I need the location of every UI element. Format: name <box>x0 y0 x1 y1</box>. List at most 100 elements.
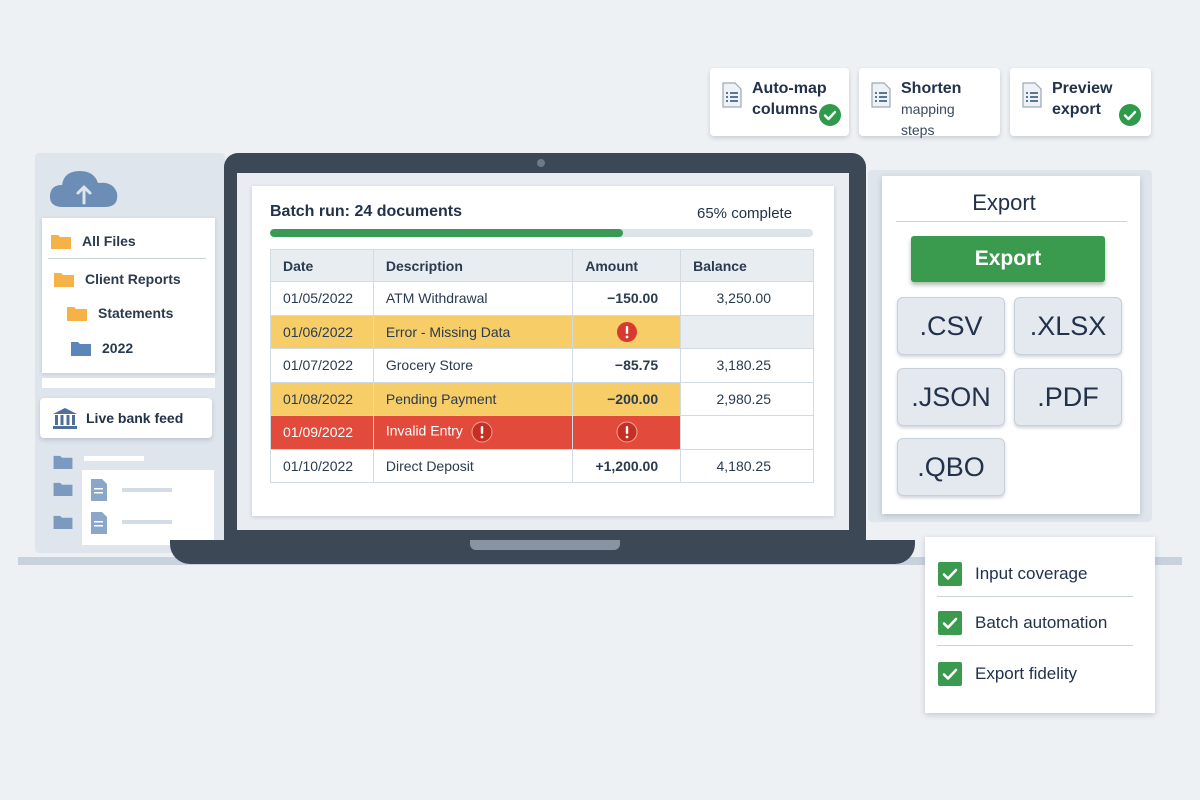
export-title: Export <box>972 190 1036 215</box>
check-circle-icon <box>1119 104 1141 126</box>
folder-statements[interactable]: Statements <box>66 304 173 322</box>
cell-date: 01/05/2022 <box>270 281 374 316</box>
laptop-notch <box>470 540 620 550</box>
document-icon <box>91 512 107 534</box>
feature-card-auto-map[interactable]: Auto-map columns <box>710 68 849 136</box>
checklist-label: Export fidelity <box>975 664 1078 683</box>
column-header-date[interactable]: Date <box>270 249 374 282</box>
alert-icon <box>471 421 493 443</box>
table-row-error[interactable]: 01/09/2022 Invalid Entry <box>270 415 814 450</box>
feature-card-shorten-mapping[interactable]: Shorten mapping steps <box>859 68 1000 138</box>
checklist-panel <box>925 537 1155 713</box>
export-button[interactable]: Export <box>911 236 1105 282</box>
document-icon <box>871 82 891 108</box>
table-row[interactable]: 01/05/2022 ATM Withdrawal −150.00 3,250.… <box>270 281 814 316</box>
feature-line1: Shorten <box>901 80 962 97</box>
cell-description-text: Invalid Entry <box>385 422 463 439</box>
folder-icon <box>67 307 87 321</box>
cell-date: 01/08/2022 <box>270 382 374 416</box>
cell-amount: −85.75 <box>572 348 682 383</box>
document-icon <box>722 82 742 108</box>
checkbox-icon[interactable] <box>938 562 962 586</box>
cell-description: Invalid Entry <box>373 415 574 450</box>
alert-icon <box>616 321 638 343</box>
feature-line2: mapping steps <box>901 101 955 138</box>
table-row-warning[interactable]: 01/06/2022 Error - Missing Data <box>270 315 814 349</box>
table-row[interactable]: 01/10/2022 Direct Deposit +1,200.00 4,18… <box>270 449 814 483</box>
format-pdf-button[interactable]: .PDF <box>1014 368 1122 426</box>
document-icon <box>1022 82 1042 108</box>
checklist-label: Batch automation <box>975 613 1108 632</box>
folder-all-files[interactable]: All Files <box>50 232 136 250</box>
folder-icon <box>71 342 91 356</box>
feature-line1: Preview <box>1052 80 1113 97</box>
column-header-amount[interactable]: Amount <box>572 249 682 282</box>
folder-icon <box>53 482 73 497</box>
cell-date: 01/06/2022 <box>270 315 374 349</box>
laptop-camera <box>537 159 545 167</box>
progress-label: 65% complete <box>697 205 793 222</box>
cell-date: 01/09/2022 <box>270 415 374 450</box>
batch-title: Batch run: 24 documents <box>270 203 463 220</box>
cell-balance: 3,180.25 <box>680 348 814 383</box>
folder-2022[interactable]: 2022 <box>70 339 133 357</box>
column-header-balance[interactable]: Balance <box>680 249 814 282</box>
format-xlsx-button[interactable]: .XLSX <box>1014 297 1122 355</box>
feature-line2: export <box>1052 101 1101 118</box>
cell-amount <box>572 315 682 349</box>
checklist-item-batch-automation[interactable]: Batch automation <box>938 611 1107 635</box>
format-csv-button[interactable]: .CSV <box>897 297 1005 355</box>
cell-amount <box>572 415 682 450</box>
table-row[interactable]: 01/07/2022 Grocery Store −85.75 3,180.25 <box>270 348 814 383</box>
format-json-button[interactable]: .JSON <box>897 368 1005 426</box>
checkbox-icon[interactable] <box>938 662 962 686</box>
progress-fill <box>270 229 623 237</box>
cell-balance: 4,180.25 <box>680 449 814 483</box>
folder-icon <box>53 515 73 530</box>
placeholder-line <box>122 488 172 492</box>
cell-balance <box>680 415 814 450</box>
divider <box>42 378 215 388</box>
placeholder-line <box>84 456 144 461</box>
divider <box>937 596 1133 597</box>
bank-feed-label: Live bank feed <box>86 410 184 426</box>
folder-client-reports[interactable]: Client Reports <box>53 270 181 288</box>
divider <box>896 221 1127 222</box>
cell-balance <box>680 315 814 349</box>
folder-label: 2022 <box>102 340 134 356</box>
cell-description: Pending Payment <box>373 382 574 416</box>
cell-date: 01/10/2022 <box>270 449 374 483</box>
cell-description: Grocery Store <box>373 348 574 383</box>
cell-date: 01/07/2022 <box>270 348 374 383</box>
folder-label: Statements <box>98 305 174 321</box>
cell-balance: 2,980.25 <box>680 382 814 416</box>
folder-icon <box>54 273 74 287</box>
checklist-item-export-fidelity[interactable]: Export fidelity <box>938 662 1077 686</box>
cell-description: ATM Withdrawal <box>373 281 574 316</box>
cell-balance: 3,250.00 <box>680 281 814 316</box>
transactions-table: Date Description Amount Balance 01/05/20… <box>270 249 814 483</box>
cell-amount: +1,200.00 <box>572 449 682 483</box>
cell-description: Direct Deposit <box>373 449 574 483</box>
checkbox-icon[interactable] <box>938 611 962 635</box>
alert-icon <box>616 421 638 443</box>
progress-bar <box>270 229 813 237</box>
divider <box>48 258 206 259</box>
folder-icon <box>53 455 73 470</box>
cell-description: Error - Missing Data <box>373 315 574 349</box>
feature-line1: Auto-map <box>752 80 827 97</box>
format-qbo-button[interactable]: .QBO <box>897 438 1005 496</box>
table-header-row: Date Description Amount Balance <box>270 249 814 282</box>
document-icon <box>91 479 107 501</box>
folder-label: Client Reports <box>85 271 181 287</box>
cell-amount: −200.00 <box>572 382 682 416</box>
live-bank-feed[interactable]: Live bank feed <box>40 398 212 438</box>
feature-line2: columns <box>752 101 818 118</box>
check-circle-icon <box>819 104 841 126</box>
cloud-upload-icon <box>49 171 118 207</box>
checklist-label: Input coverage <box>975 564 1088 583</box>
divider <box>937 645 1133 646</box>
column-header-description[interactable]: Description <box>372 249 574 282</box>
table-row-warning[interactable]: 01/08/2022 Pending Payment −200.00 2,980… <box>270 382 814 416</box>
checklist-item-input-coverage[interactable]: Input coverage <box>938 562 1087 586</box>
